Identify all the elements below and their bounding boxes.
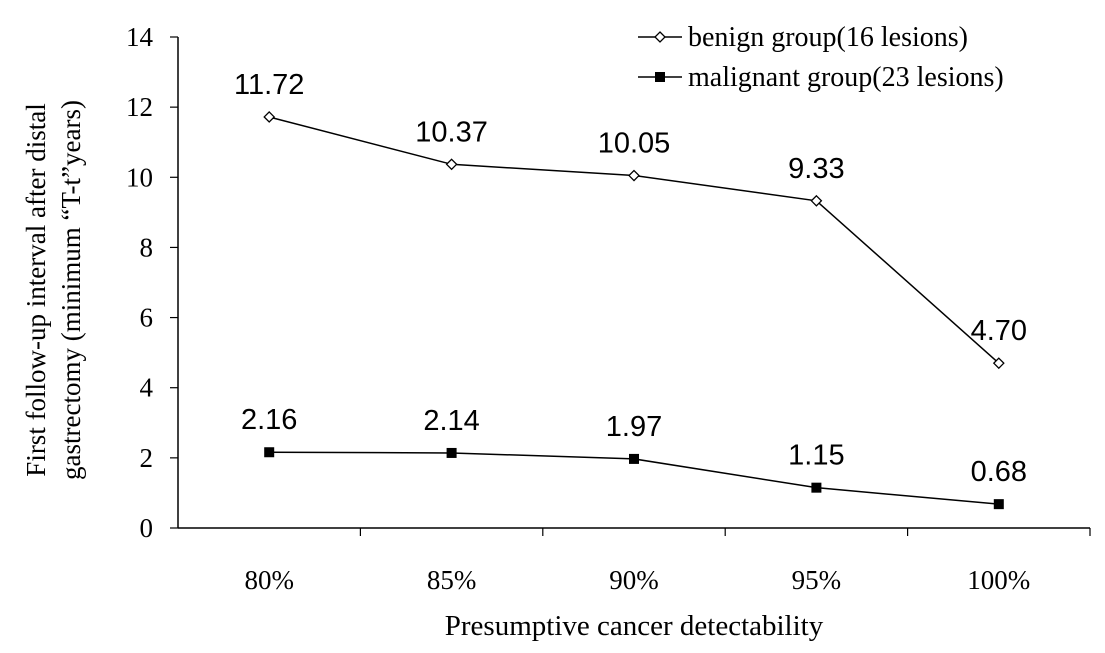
x-tick-label: 90% [609, 565, 659, 595]
data-point [992, 357, 1005, 370]
y-ticks: 0 2 4 6 8 10 12 14 [126, 22, 178, 543]
series-benign: 11.72 10.37 10.05 9.33 4.70 [234, 69, 1027, 370]
data-point [628, 169, 640, 182]
data-point [445, 158, 458, 171]
legend: benign group(16 lesions) malignant group(… [638, 22, 1004, 93]
y-tick-label: 4 [140, 373, 154, 403]
data-point [810, 194, 823, 207]
data-label: 10.05 [598, 128, 671, 160]
legend-marker [654, 31, 666, 43]
data-label: 10.37 [415, 116, 488, 148]
data-point [811, 482, 822, 493]
y-tick-label: 8 [140, 232, 154, 262]
y-tick-label: 14 [126, 22, 154, 52]
data-label: 2.16 [241, 404, 297, 436]
data-label: 1.97 [606, 411, 662, 443]
legend-label: malignant group(23 lesions) [688, 62, 1004, 93]
data-label: 9.33 [788, 153, 844, 185]
y-tick-label: 6 [140, 303, 154, 333]
data-label: 4.70 [971, 315, 1027, 347]
x-tick-label: 80% [244, 565, 294, 595]
data-point [446, 447, 457, 458]
y-tick-label: 12 [126, 92, 153, 122]
series-malignant: 2.16 2.14 1.97 1.15 0.68 [241, 404, 1027, 510]
y-tick-label: 2 [140, 443, 154, 473]
x-axis-title: Presumptive cancer detectability [445, 610, 824, 642]
data-label: 0.68 [971, 456, 1027, 488]
x-tick-label: 85% [427, 565, 477, 595]
x-tick-label: 95% [792, 565, 842, 595]
legend-label: benign group(16 lesions) [688, 22, 968, 53]
y-tick-label: 0 [140, 513, 154, 543]
x-ticks: 80% 85% 90% 95% 100% [244, 528, 1091, 595]
series-layer: 11.72 10.37 10.05 9.33 4.70 2.16 2.14 1.97 1.15 0… [234, 69, 1027, 510]
data-point [264, 447, 275, 458]
x-tick-label: 100% [967, 565, 1030, 595]
data-point [629, 453, 639, 464]
legend-marker [655, 72, 665, 82]
y-axis-title-line-2: gastrectomy (minimum “T-t”years) [56, 100, 86, 480]
data-label: 1.15 [788, 440, 844, 472]
y-axis-title: First follow-up interval after distal ga… [21, 100, 86, 480]
data-point [263, 111, 276, 123]
data-label: 11.72 [234, 69, 304, 101]
data-point [993, 499, 1004, 510]
y-tick-label: 10 [126, 162, 153, 192]
y-axis-title-line-1: First follow-up interval after distal [21, 103, 51, 476]
data-label: 2.14 [423, 405, 479, 437]
